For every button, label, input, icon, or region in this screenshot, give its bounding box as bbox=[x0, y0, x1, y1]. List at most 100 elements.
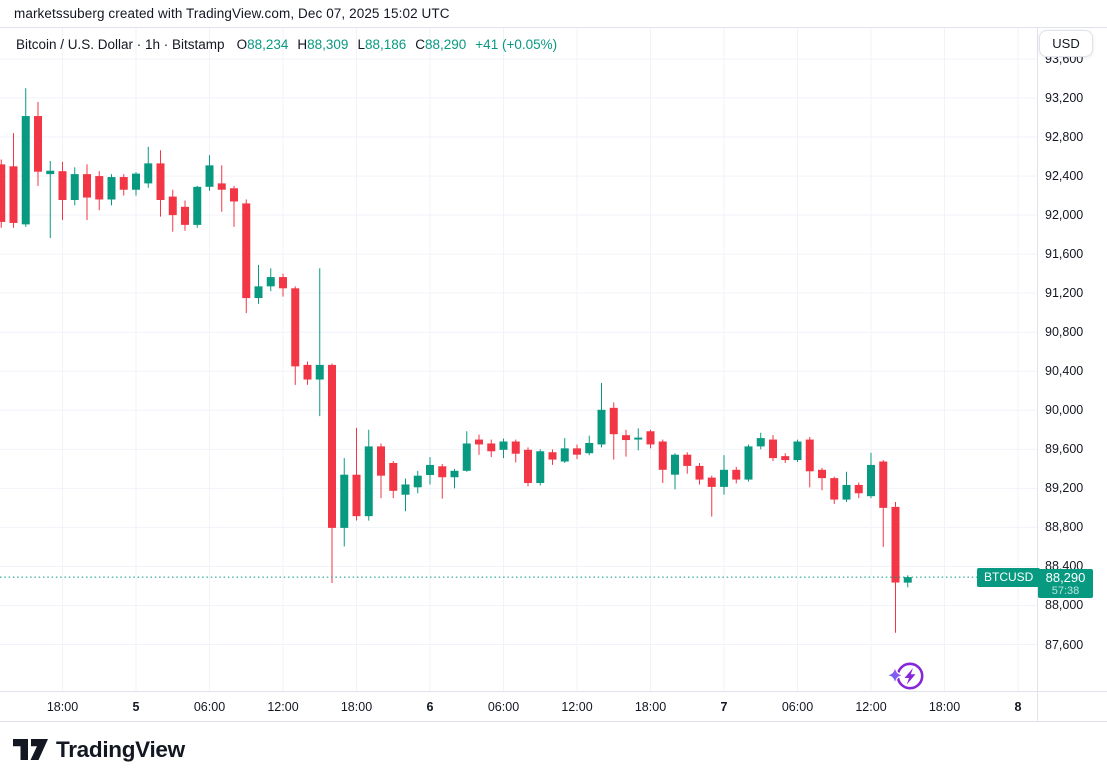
time-tick-label: 12:00 bbox=[855, 700, 887, 714]
candle-body bbox=[230, 188, 238, 202]
price-tick-label: 89,200 bbox=[1045, 481, 1084, 496]
candle-body bbox=[879, 461, 888, 508]
candle-body bbox=[683, 454, 692, 466]
ohlc-low: L88,186 bbox=[357, 36, 407, 52]
ohlc-open: O88,234 bbox=[236, 36, 289, 52]
candle-body bbox=[315, 364, 324, 380]
candle-body bbox=[328, 364, 336, 528]
candle-body bbox=[793, 441, 802, 461]
price-tick-label: 90,400 bbox=[1045, 364, 1084, 379]
symbol-price-badge[interactable]: BTCUSD bbox=[977, 567, 1041, 587]
chart-pane[interactable] bbox=[0, 28, 1037, 691]
price-tick-label: 93,200 bbox=[1045, 91, 1084, 105]
time-tick-label: 18:00 bbox=[634, 700, 667, 714]
candle-body bbox=[426, 464, 434, 475]
candle-body bbox=[830, 478, 839, 500]
currency-toggle-button[interactable]: USD bbox=[1039, 30, 1093, 57]
candle-body bbox=[193, 186, 202, 225]
candle-body bbox=[867, 464, 875, 497]
candle-body bbox=[720, 469, 728, 487]
candle-body bbox=[842, 484, 851, 500]
candle-body bbox=[21, 116, 30, 225]
price-tick-label: 92,000 bbox=[1045, 208, 1084, 223]
candlestick-chart[interactable] bbox=[0, 28, 1037, 691]
time-tick-label: 6 bbox=[426, 700, 434, 714]
candle-body bbox=[769, 439, 777, 459]
time-tick-label: 06:00 bbox=[193, 700, 226, 714]
tradingview-logo-mark bbox=[13, 738, 48, 760]
candle-body bbox=[450, 470, 459, 478]
candle-body bbox=[242, 203, 251, 299]
boost-lightning-icon[interactable] bbox=[884, 657, 930, 695]
candle-body bbox=[340, 474, 349, 528]
ohlc-close: C88,290 bbox=[415, 36, 467, 52]
sparkle-icon bbox=[887, 668, 903, 683]
candle-body bbox=[413, 475, 422, 488]
candle-body bbox=[854, 484, 863, 494]
time-tick-label: 18:00 bbox=[46, 700, 79, 714]
candle-body bbox=[168, 196, 177, 216]
candle-body bbox=[671, 454, 679, 475]
candle-body bbox=[291, 288, 300, 367]
price-axis[interactable]: 93,600 93,200 92,800 92,400 92,000 91,600 91,2… bbox=[1038, 28, 1107, 691]
current-price-label[interactable]: 88,290 57:38 bbox=[1038, 569, 1093, 599]
candle-body bbox=[560, 448, 569, 462]
candle-body bbox=[9, 166, 18, 223]
candle-body bbox=[254, 286, 263, 299]
sparkle-icon bbox=[888, 668, 902, 682]
price-tick-label: 88,800 bbox=[1045, 520, 1084, 535]
tradingview-logo[interactable]: TradingView bbox=[12, 737, 185, 763]
candle-body bbox=[462, 443, 471, 471]
candle-body bbox=[377, 446, 385, 476]
candle-body bbox=[58, 171, 67, 200]
candle-body bbox=[475, 439, 483, 445]
attribution-bar: marketssuberg created with TradingView.c… bbox=[0, 0, 1107, 28]
candle-body bbox=[266, 277, 275, 287]
price-tick-label: 87,600 bbox=[1045, 637, 1084, 652]
candle-body bbox=[622, 435, 630, 441]
price-tick-label: 92,400 bbox=[1045, 169, 1084, 184]
candle-body bbox=[585, 442, 594, 454]
time-tick-label: 12:00 bbox=[267, 700, 299, 714]
candle-body bbox=[744, 446, 753, 480]
candle-body bbox=[536, 451, 545, 483]
time-tick-label: 8 bbox=[1014, 700, 1022, 714]
candle-body bbox=[303, 364, 312, 380]
candle-body bbox=[46, 170, 55, 175]
price-tick-label: 90,000 bbox=[1045, 403, 1084, 418]
candle-body bbox=[119, 177, 128, 190]
candle-body bbox=[83, 174, 91, 198]
time-tick-label: 18:00 bbox=[928, 700, 961, 714]
footer: TradingView bbox=[0, 723, 1107, 776]
candle-body bbox=[107, 177, 116, 200]
candle-body bbox=[818, 469, 826, 479]
price-tick-label: 88,000 bbox=[1045, 598, 1084, 613]
symbol-title[interactable]: Bitcoin / U.S. Dollar · 1h · Bitstamp bbox=[16, 36, 225, 52]
time-tick-label: 12:00 bbox=[561, 700, 593, 714]
candle-body bbox=[132, 173, 140, 190]
time-axis[interactable]: 18:00 5 06:00 12:00 18:00 6 06:00 12:00 18:00 7 06… bbox=[0, 691, 1107, 722]
candle-body bbox=[352, 474, 361, 517]
time-tick-label: 18:00 bbox=[340, 700, 373, 714]
price-tick-label: 91,200 bbox=[1045, 286, 1084, 301]
candle-body bbox=[364, 446, 373, 517]
lightning-bolt-icon bbox=[904, 668, 916, 685]
candle-body bbox=[156, 163, 165, 200]
candle-body bbox=[511, 441, 520, 454]
candle-body bbox=[205, 165, 214, 187]
candle-body bbox=[732, 469, 741, 480]
candle-body bbox=[0, 164, 6, 222]
candle-body bbox=[95, 176, 104, 200]
price-change: +41 (+0.05%) bbox=[475, 36, 558, 52]
candle-body bbox=[805, 439, 814, 472]
price-tick-label: 90,800 bbox=[1045, 325, 1084, 340]
candle-body bbox=[401, 484, 410, 495]
candle-body bbox=[597, 409, 606, 445]
price-tick-label: 89,600 bbox=[1045, 442, 1084, 457]
candle-body bbox=[756, 438, 765, 447]
axis-divider bbox=[1037, 28, 1038, 722]
bar-countdown: 57:38 bbox=[1051, 584, 1080, 597]
candle-body bbox=[144, 163, 153, 184]
tradingview-logo-text: TradingView bbox=[56, 736, 185, 762]
current-price-value: 88,290 bbox=[1045, 569, 1086, 585]
